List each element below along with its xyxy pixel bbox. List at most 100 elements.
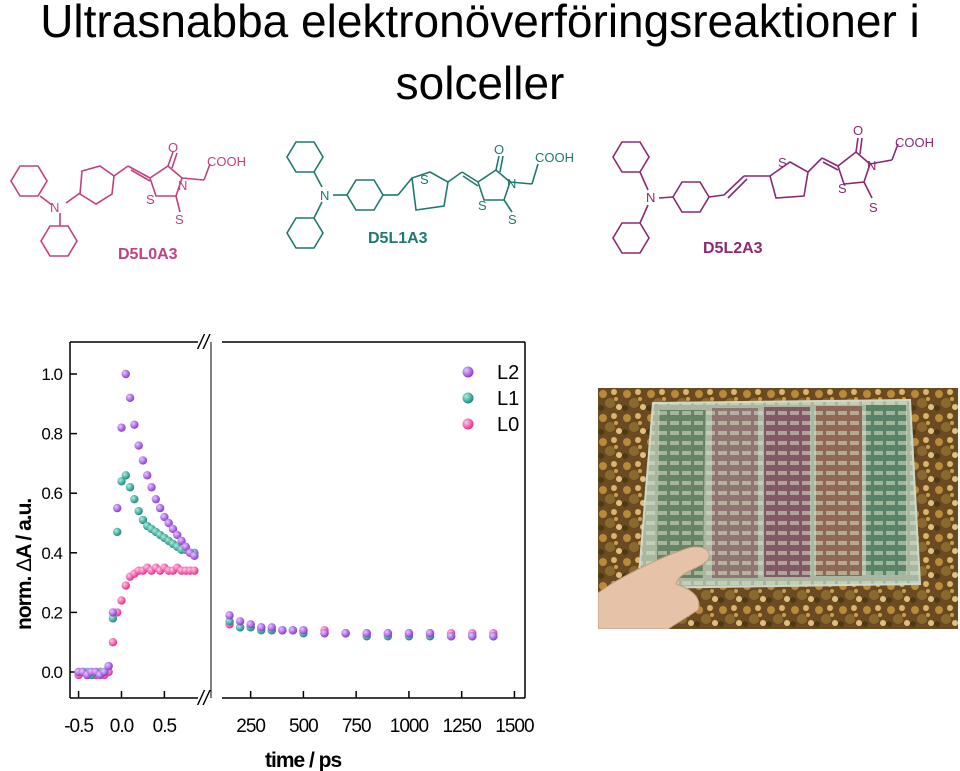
d5l2a3-atom-s-thione: S [869,200,878,215]
legend-label-l1: L1 [497,388,519,410]
molecule-d5l1a3 [286,141,539,249]
data-point [425,629,435,638]
data-point [112,503,122,513]
data-point [320,629,329,638]
y-tick-label: 0.8 [41,425,62,444]
data-point [130,420,139,429]
slide-title-line-2: solceller [395,57,565,109]
data-point [108,608,118,617]
x-tick-label: 1000 [390,716,429,737]
data-point [446,632,456,641]
data-point [235,617,245,626]
molecular-structures: N O S S N COOH D5L0A3 N S O S S N COOH [10,123,934,263]
data-point [267,623,276,632]
data-point [155,503,165,513]
slide-title-line-1: Ultrasnabba elektronöverföringsreaktione… [40,0,920,47]
d5l2a3-atom-n: N [646,190,655,205]
d5l2a3-atom-n-ring: N [867,158,876,173]
d5l1a3-atom-s-ring: S [478,198,487,213]
data-point [341,629,350,638]
data-point [125,483,135,492]
data-point [104,661,113,671]
data-point [100,667,109,677]
d5l2a3-atom-o: O [853,123,863,138]
data-point [117,423,126,432]
molecule-d5l0a3 [10,151,211,257]
x-tick-label: 500 [289,716,318,737]
d5l1a3-atom-n: N [320,188,329,203]
d5l0a3-label: D5L0A3 [118,246,178,263]
d5l0a3-atom-s-thione: S [175,212,184,227]
x-ticks: -0.5 0.0 0.5 250 500 750 1000 1250 1500 [64,691,535,737]
d5l2a3-cooh: COOH [895,135,934,150]
data-point [121,369,130,379]
hand [598,546,710,629]
data-point [134,506,143,516]
data-point [173,530,182,540]
d5l2a3-label: D5L2A3 [703,240,763,257]
data-point [164,518,173,528]
y-tick-label: 0.2 [41,603,62,622]
axis-break-mark-bottom: // [196,688,212,710]
molecule-d5l2a3 [612,137,899,254]
data-point [138,456,148,465]
x-tick-label: 1250 [443,716,482,737]
data-point [181,542,191,552]
data-point [246,620,255,629]
d5l0a3-atom-n-ring: N [178,178,187,193]
data-point [108,614,118,623]
transient-absorption-chart: // // 0.0 0.2 0.4 0.6 0.8 1.0 -0.5 0.0 0.5 250 50… [13,332,535,771]
legend: L2 L1 L0 [462,362,519,436]
data-point [134,441,143,450]
data-point [112,527,122,537]
y-axis-label-right: A / a.u. [13,499,36,559]
legend-marker-l2 [462,366,474,378]
x-tick-label: 0.5 [153,716,177,737]
series-l0 [74,563,498,680]
data-point [177,536,186,546]
data-point [404,629,414,638]
x-tick-label: -0.5 [64,716,93,737]
data-point [278,626,287,635]
data-point [225,611,234,620]
data-point [160,512,169,522]
d5l1a3-atom-o: O [494,142,504,157]
d5l1a3-label: D5L1A3 [368,230,428,247]
solar-cell-module-photo [598,388,958,629]
data-point [121,471,130,480]
data-point [257,623,266,632]
data-point [299,626,308,635]
data-point [125,393,135,403]
data-point [151,494,161,504]
data-point [190,566,199,575]
d5l0a3-atom-s-ring: S [146,192,155,207]
data-point [121,581,130,590]
x-tick-label: 750 [342,716,371,737]
x-tick-label: 1500 [495,716,534,737]
legend-marker-l0 [462,418,474,430]
series-l2 [74,369,498,680]
d5l1a3-atom-n-ring: N [507,176,516,191]
data-point [168,524,178,534]
data-point [190,551,199,560]
d5l2a3-atom-s-ring: S [838,181,847,196]
data-point [138,515,148,525]
d5l2a3-atom-s-thiophene: S [778,155,787,170]
d5l0a3-cooh: COOH [207,154,246,169]
d5l1a3-atom-s-thione: S [508,212,517,227]
x-tick-label: 250 [236,716,265,737]
legend-label-l0: L0 [497,414,519,436]
data-points [74,369,498,680]
d5l1a3-atom-s-thiophene: S [420,172,429,187]
y-axis-label-left: norm. [13,572,36,630]
y-ticks: 0.0 0.2 0.4 0.6 0.8 1.0 [41,365,77,682]
data-point [468,632,477,641]
d5l1a3-cooh: COOH [535,150,574,165]
y-tick-label: 0.6 [41,484,62,503]
legend-marker-l1 [462,392,474,404]
data-point [235,623,245,632]
y-axis-label-delta: Δ [13,558,36,572]
d5l0a3-atom-o: O [168,140,178,155]
data-point [383,629,393,638]
cell-grid-lines [638,400,920,588]
